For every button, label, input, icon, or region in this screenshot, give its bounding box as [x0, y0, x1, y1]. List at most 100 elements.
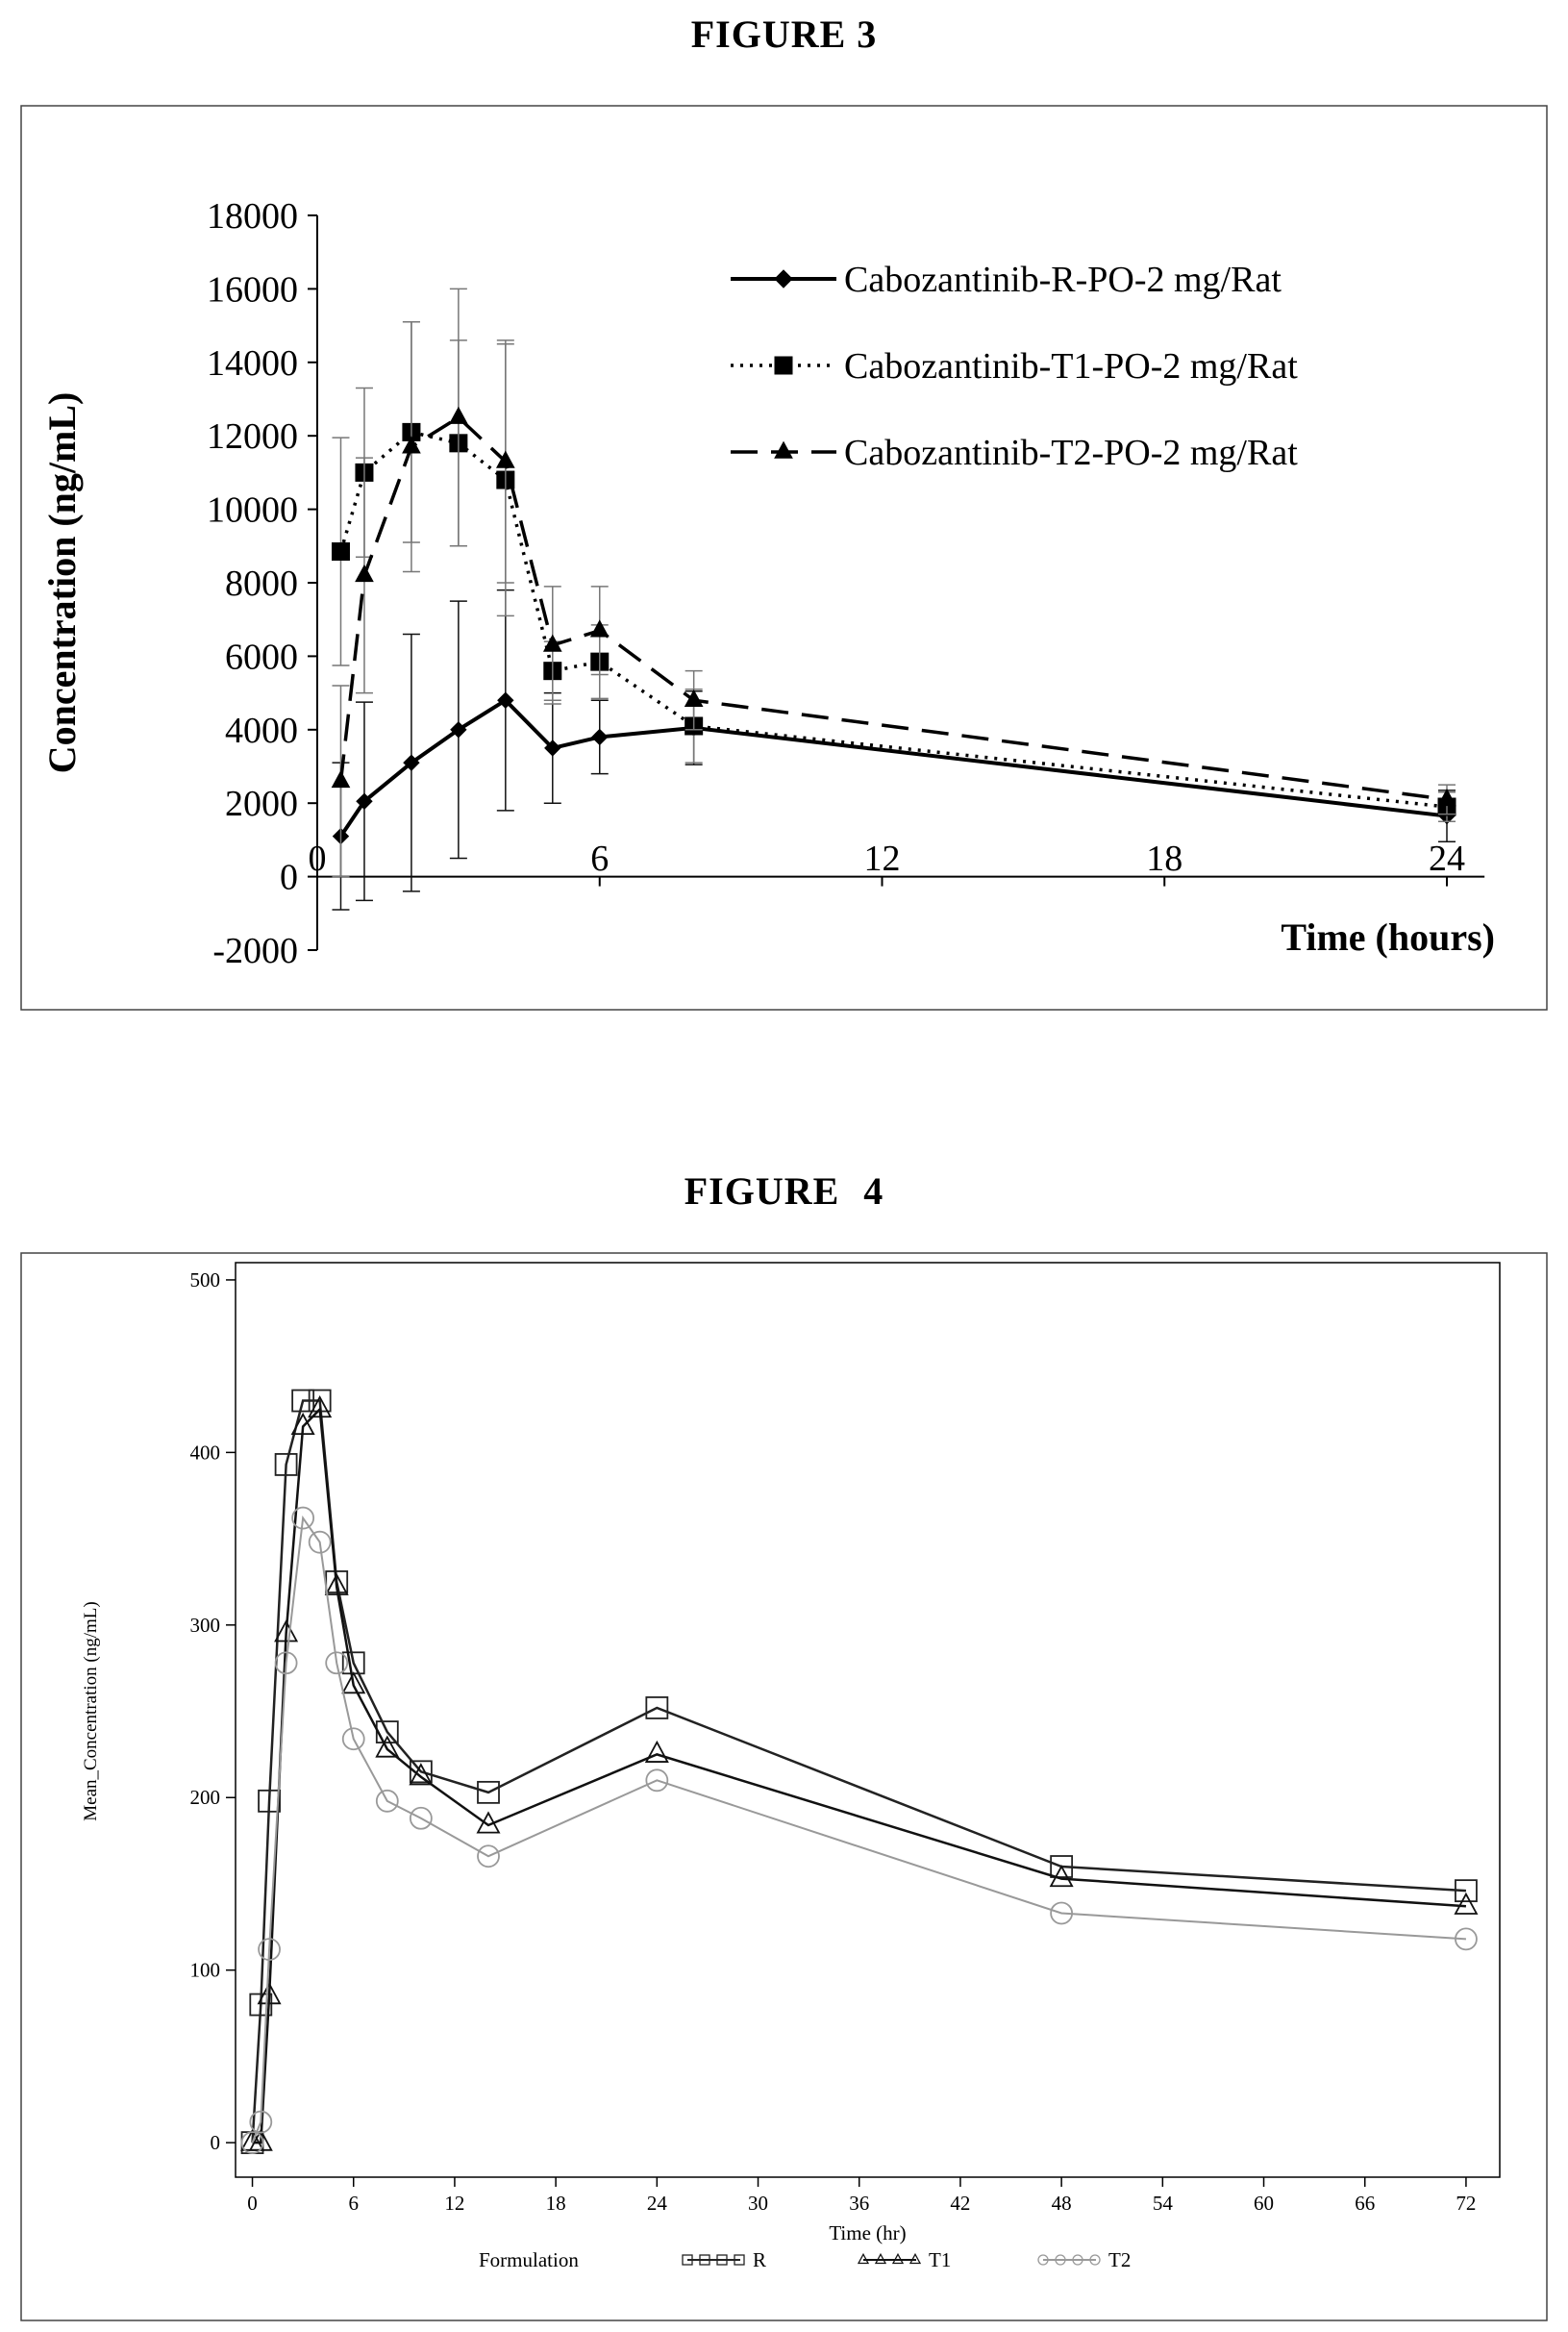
data-point	[341, 1727, 365, 1751]
legend-label: R	[753, 2248, 766, 2271]
y-tick-label: 8000	[225, 564, 298, 604]
legend-marker	[734, 2254, 745, 2266]
data-point	[409, 1760, 433, 1784]
data-point	[325, 1651, 349, 1675]
x-tick-label: 66	[1355, 2192, 1375, 2215]
legend-marker	[716, 2254, 728, 2266]
data-point	[308, 1394, 333, 1418]
data-point	[1454, 1892, 1479, 1915]
y-tick-label: 14000	[207, 343, 298, 384]
legend-marker	[1037, 2254, 1049, 2266]
y-tick-label: 12000	[207, 416, 298, 457]
legend-label: T1	[929, 2248, 951, 2271]
series-line	[252, 1406, 1467, 2144]
data-point	[477, 1844, 500, 1868]
data-point	[477, 1780, 500, 1804]
y-tick-label: 16000	[207, 269, 298, 310]
legend-marker	[774, 356, 793, 375]
data-point	[542, 634, 562, 652]
data-point	[290, 1412, 315, 1436]
data-point	[684, 689, 704, 708]
legend-label: Cabozantinib-T2-PO-2 mg/Rat	[844, 433, 1298, 473]
figure-3-frame	[20, 105, 1548, 1011]
data-point	[240, 2131, 264, 2155]
data-point	[645, 1768, 669, 1793]
legend-marker	[774, 440, 793, 459]
legend-marker	[1055, 2254, 1066, 2266]
data-point	[331, 769, 351, 789]
x-tick-label: 24	[1429, 839, 1465, 879]
legend-marker	[874, 2252, 887, 2265]
data-point	[449, 406, 468, 424]
series-t1: T1	[240, 1394, 1479, 2271]
data-point	[476, 1811, 501, 1834]
data-point	[258, 1789, 281, 1813]
x-tick-label: 6	[348, 2192, 359, 2215]
plot-area	[235, 1262, 1501, 2178]
legend-label: T2	[1108, 2248, 1131, 2271]
legend-label: Cabozantinib-T1-PO-2 mg/Rat	[844, 346, 1298, 387]
data-point	[1437, 788, 1456, 807]
x-tick-label: 24	[647, 2192, 668, 2215]
legend-title: Formulation	[479, 2248, 579, 2271]
x-tick-label: 72	[1456, 2192, 1476, 2215]
data-point	[375, 1789, 399, 1813]
data-point	[1455, 1927, 1478, 1951]
legend-marker	[1089, 2254, 1101, 2266]
y-axis-title: Concentration (ng/mL)	[40, 392, 84, 774]
data-point	[341, 1671, 366, 1694]
data-point	[402, 436, 421, 454]
x-tick-label: 12	[864, 839, 901, 879]
figure-3-title: FIGURE 3	[690, 13, 878, 56]
data-point	[403, 754, 420, 771]
legend-label: Cabozantinib-R-PO-2 mg/Rat	[844, 260, 1282, 300]
y-tick-label: 0	[211, 2131, 221, 2154]
y-axis-title: Mean_Concentration (ng/mL)	[81, 1601, 101, 1820]
y-tick-label: 200	[190, 1786, 221, 1809]
legend-marker	[682, 2254, 693, 2266]
x-tick-label: 0	[309, 839, 327, 879]
data-point	[274, 1619, 299, 1642]
data-point	[644, 1740, 669, 1763]
data-point	[274, 1453, 298, 1476]
legend-marker	[699, 2254, 710, 2266]
figure-4-frame	[20, 1252, 1548, 2321]
legend-marker	[908, 2252, 922, 2265]
x-tick-label: 6	[590, 839, 609, 879]
data-point	[591, 728, 609, 746]
x-tick-label: 30	[748, 2192, 768, 2215]
x-tick-label: 54	[1153, 2192, 1174, 2215]
series-line	[251, 1515, 1466, 2144]
y-tick-label: 400	[190, 1441, 221, 1464]
data-point	[324, 1572, 349, 1595]
legend-marker	[891, 2252, 905, 2265]
series-line	[251, 1399, 1467, 2144]
figure-3-chart: -2000 0 2000 4000 6000 8000 10000 12000 14000 160…	[20, 105, 1548, 1011]
data-point	[409, 1763, 434, 1786]
data-point	[589, 619, 610, 638]
data-point	[258, 1938, 281, 1962]
x-tick-label: 18	[1146, 839, 1182, 879]
x-tick-label: 48	[1052, 2192, 1072, 2215]
series-r: R	[240, 1389, 1478, 2271]
data-point	[291, 1506, 315, 1530]
series-t2: Cabozantinib-T2-PO-2 mg/Rat	[331, 288, 1456, 878]
data-point	[257, 1982, 282, 2005]
y-tick-label: -2000	[212, 931, 298, 971]
y-tick-label: 300	[190, 1614, 221, 1637]
x-tick-label: 18	[546, 2192, 566, 2215]
data-point	[1050, 1855, 1074, 1878]
data-point	[1049, 1865, 1074, 1888]
data-point	[308, 1530, 332, 1554]
figure-4-title: FIGURE 4	[684, 1169, 884, 1213]
x-tick-label: 42	[950, 2192, 970, 2215]
x-tick-label: 12	[444, 2192, 464, 2215]
x-tick-label: 0	[247, 2192, 258, 2215]
y-tick-label: 18000	[207, 196, 298, 237]
data-point	[249, 1993, 273, 2017]
data-point	[356, 792, 373, 810]
x-tick-label: 60	[1254, 2192, 1274, 2215]
x-tick-label: 36	[849, 2192, 869, 2215]
data-point	[495, 450, 515, 468]
